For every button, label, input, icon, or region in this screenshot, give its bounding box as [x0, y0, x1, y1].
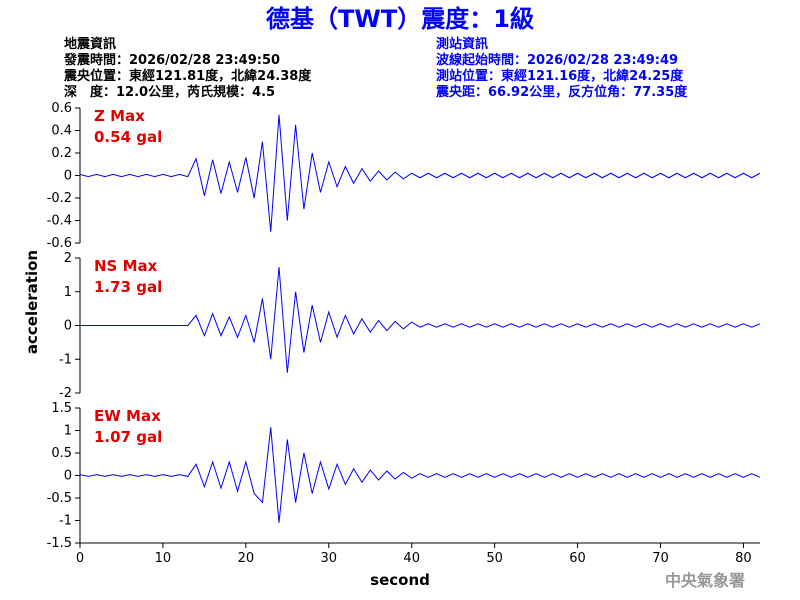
max-annotation: NS Max — [94, 257, 158, 275]
info-line: 震央位置：東經121.81度，北緯24.38度 — [63, 68, 312, 84]
y-tick-label: 2 — [64, 251, 72, 266]
y-tick-label: 1.5 — [51, 401, 72, 416]
max-annotation: Z Max — [94, 107, 145, 125]
info-line: 深 度：12.0公里，芮氏規模：4.5 — [64, 84, 275, 100]
left-info: 地震資訊 發震時間：2026/02/28 23:49:50 震央位置：東經121… — [63, 36, 312, 100]
y-tick-label: -0.2 — [47, 191, 72, 206]
x-tick-label: 20 — [238, 551, 255, 566]
y-tick-label: -0.5 — [47, 491, 72, 506]
y-tick-label: 0 — [64, 319, 72, 334]
y-tick-label: -0.6 — [47, 236, 72, 251]
x-tick-label: 60 — [569, 551, 586, 566]
y-tick-label: -2 — [59, 386, 72, 401]
x-axis-label: second — [370, 571, 430, 589]
info-line: 波線起始時間：2026/02/28 23:49:49 — [436, 52, 678, 68]
y-tick-label: 1 — [64, 285, 72, 300]
y-tick-label: 0 — [64, 169, 72, 184]
x-tick-label: 0 — [76, 551, 84, 566]
max-annotation: 1.07 gal — [94, 428, 162, 446]
y-tick-label: -1 — [59, 352, 72, 367]
y-tick-label: -1.5 — [47, 536, 72, 551]
x-tick-label: 70 — [652, 551, 669, 566]
waveform — [80, 267, 761, 373]
x-tick-label: 80 — [735, 551, 752, 566]
max-annotation: 0.54 gal — [94, 128, 162, 146]
x-tick-label: 50 — [486, 551, 503, 566]
y-tick-label: -0.4 — [47, 214, 72, 229]
info-line: 測站位置：東經121.16度，北緯24.25度 — [436, 68, 684, 84]
info-line: 地震資訊 — [64, 36, 116, 52]
right-info: 測站資訊 波線起始時間：2026/02/28 23:49:49 測站位置：東經1… — [435, 36, 688, 100]
y-tick-label: 1 — [64, 424, 72, 439]
y-tick-label: 0.6 — [51, 101, 72, 116]
y-axis-label: acceleration — [23, 250, 41, 354]
max-annotation: 1.73 gal — [94, 278, 162, 296]
waveform — [79, 114, 761, 232]
y-tick-label: 0.2 — [51, 146, 72, 161]
info-line: 發震時間：2026/02/28 23:49:50 — [63, 52, 280, 68]
y-tick-label: 0 — [64, 469, 72, 484]
footer-logo: 中央氣象署 — [665, 571, 745, 590]
y-tick-label: 0.5 — [51, 446, 72, 461]
x-tick-label: 40 — [403, 551, 420, 566]
max-annotation: EW Max — [94, 407, 161, 425]
x-tick-label: 10 — [155, 551, 172, 566]
chart-title: 德基（TWT）震度：1級 — [266, 5, 534, 33]
info-line: 震央距：66.92公里，反方位角：77.35度 — [435, 84, 688, 100]
y-tick-label: -1 — [59, 514, 72, 529]
info-line: 測站資訊 — [436, 36, 488, 52]
waveform — [79, 427, 761, 523]
y-tick-label: 0.4 — [51, 124, 72, 139]
x-tick-label: 30 — [321, 551, 338, 566]
